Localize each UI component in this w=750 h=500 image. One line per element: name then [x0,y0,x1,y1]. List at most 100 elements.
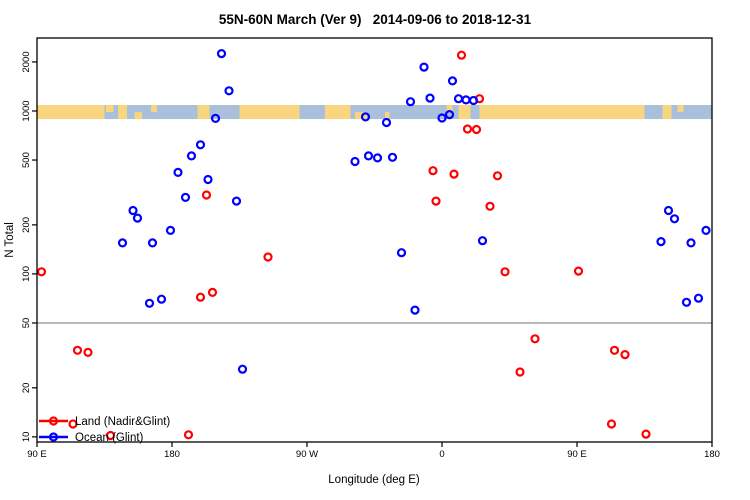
data-point-ocean [461,95,471,105]
y-tick-label: 500 [21,152,32,168]
data-point-land [428,166,438,176]
map-band-patch-land [446,105,453,113]
data-point-land [201,190,212,200]
data-point-ocean [203,174,213,185]
map-band-segment-ocean [350,105,459,120]
map-band-patch-land [151,105,157,113]
data-point-ocean [210,113,221,124]
data-point-ocean [444,109,455,120]
map-band-segment-land [662,105,672,120]
data-point-ocean [410,305,420,315]
data-point-land [449,169,459,179]
map-band-segment-ocean [209,105,240,120]
data-point-ocean [372,153,383,163]
map-band-patch-ocean [650,105,660,113]
legend-marker-icon [48,432,59,442]
data-point-land [485,201,495,211]
data-point-land [515,367,525,377]
data-point-land [36,267,47,277]
y-tick-label: 2000 [21,51,32,72]
data-point-ocean [669,214,680,224]
data-point-ocean [350,156,360,167]
data-point-ocean [132,213,143,223]
y-tick-label: 10 [21,432,32,443]
data-point-ocean [363,151,374,161]
data-point-land [500,267,510,277]
axis-layer: 90 E 180 90 W 0 90 E 180 10 20 50 100 200 500 1000 20… [21,37,720,460]
data-point-ocean [360,112,371,122]
data-point-ocean [387,152,398,162]
chart-title: 55N-60N March (Ver 9) 2014-09-06 to 2018… [218,12,532,27]
y-tick-label: 1000 [21,100,32,121]
map-band-patch-land [385,112,390,120]
map-band-segment-land [239,105,300,120]
map-band-patch-land [134,112,142,120]
data-point-land [606,419,617,429]
y-tick-label: 50 [21,318,32,329]
data-point-land [609,345,620,355]
map-band-patch-land [355,112,367,120]
data-point-land [620,350,630,360]
data-point-land [431,196,441,206]
data-point-land [263,252,273,262]
x-tick-label: 180 [164,449,180,460]
data-point-ocean [231,196,242,206]
x-tick-label: 180 [704,449,720,460]
data-point-ocean [453,94,464,104]
data-point-land [195,292,206,302]
map-band-patch-land [677,105,684,113]
data-point-ocean [216,48,227,59]
data-point-land [83,347,93,357]
data-point-ocean [173,167,183,177]
data-point-ocean [180,192,191,202]
legend: Land (Nadir&Glint) Ocean (Glint) [39,416,170,444]
map-band-segment-ocean [470,105,480,120]
x-tick-label: 90 E [567,449,587,460]
data-point-land [492,171,503,181]
map-band-segment-land [479,105,645,120]
data-point-land [72,345,83,355]
data-point-ocean [381,117,392,128]
data-point-ocean [425,93,435,103]
data-point-land [183,430,194,440]
x-tick-label: 90 E [27,449,47,460]
data-point-ocean [477,236,488,246]
data-point-ocean [663,205,674,216]
plot-box [36,37,713,443]
data-point-land [105,430,116,441]
legend-label: Land (Nadir&Glint) [75,416,170,428]
data-point-ocean [396,248,407,258]
data-point-land [471,124,482,135]
data-point-ocean [468,95,479,106]
data-point-land [573,266,584,276]
x-tick-label: 90 W [296,449,318,460]
data-point-ocean [195,140,206,150]
data-point-ocean [128,205,138,216]
data-point-ocean [224,86,234,96]
data-point-ocean [693,293,704,303]
x-tick-label: 0 [439,449,444,460]
data-point-ocean [117,238,128,248]
data-point-ocean [165,225,176,235]
legend-marker-icon [48,416,59,426]
data-point-ocean [701,225,711,235]
y-tick-label: 100 [21,266,32,282]
y-tick-label: 20 [21,383,32,394]
map-band-patch-ocean [304,105,319,113]
data-points-layer [36,48,711,441]
data-point-land [462,124,473,134]
data-point-ocean [156,294,167,304]
data-point-land [530,334,540,344]
map-band-segment-land [197,105,210,120]
data-point-ocean [419,62,429,72]
y-tick-label: 200 [21,217,32,233]
y-axis-title: N Total [4,222,16,258]
map-band-layer [37,105,712,120]
map-band-segment-land [325,105,351,120]
x-axis-title: Longitude (deg E) [328,474,420,486]
data-point-ocean [405,97,416,107]
data-point-ocean [437,113,447,123]
data-point-ocean [447,76,458,86]
data-point-land [68,419,78,429]
